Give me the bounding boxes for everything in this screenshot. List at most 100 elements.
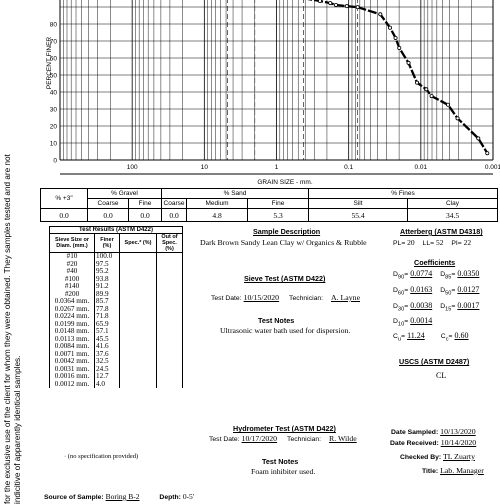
sand-fine-header: Fine — [247, 198, 309, 209]
ll-label: LL= — [422, 240, 435, 247]
spec-cell — [119, 275, 157, 283]
out-of-spec-cell — [156, 335, 183, 343]
plus3-value: 0.0 — [40, 208, 88, 222]
data-point — [397, 45, 402, 50]
data-point — [415, 80, 420, 85]
sieve-test-title: Sieve Test (ASTM D422) — [244, 274, 326, 283]
out-of-spec-cell — [156, 305, 183, 313]
y-tick-label: 80 — [50, 22, 58, 29]
gravel-coarse-value: 0.0 — [87, 208, 129, 222]
gradation-points — [302, 0, 490, 156]
table-row: 0.0199 mm. 65.9 — [49, 320, 183, 328]
data-point — [378, 12, 383, 17]
table-row: 0.0031 mm. 24.5 — [49, 365, 183, 373]
data-point — [355, 5, 360, 10]
spec-cell — [119, 365, 157, 373]
sand-coarse-header: Coarse — [161, 198, 187, 209]
fines-header: % Fines — [308, 188, 498, 199]
out-of-spec-cell — [156, 365, 183, 373]
sand-fine-value: 5.3 — [247, 208, 309, 222]
spec-cell — [119, 328, 157, 336]
table-row: #10 100.0 — [49, 252, 183, 261]
sieve-notes-title: Test Notes — [258, 316, 295, 325]
out-of-spec-cell — [156, 290, 183, 298]
atterberg-values: PL= 20 LL= 52 PI= 22 — [393, 238, 471, 247]
hydro-notes-title: Test Notes — [262, 457, 299, 466]
table-row: 0.0148 mm. 57.1 — [49, 327, 183, 336]
table-row: 0.0071 mm. 37.6 — [49, 350, 183, 358]
sieve-notes: Ultrasonic water bath used for dispersio… — [220, 326, 351, 335]
out-of-spec-cell — [156, 350, 183, 358]
pl-label: PL= — [393, 240, 406, 247]
table-row: 0.0012 mm. 4.0 — [49, 380, 183, 388]
signer-title: Lab. Manager — [440, 466, 484, 475]
hydro-date-label: Test Date: — [209, 436, 240, 443]
table-row: 0.0042 mm. 32.5 — [49, 357, 183, 366]
spec-cell — [119, 313, 157, 321]
spec-cell — [119, 320, 157, 328]
x-tick-label: 0.001 — [485, 164, 500, 171]
gravel-header: % Gravel — [87, 188, 162, 199]
table-row: 0.0364 mm. 85.7 — [49, 297, 183, 306]
spec-cell — [119, 252, 157, 261]
x-axis-label: GRAIN SIZE - mm. — [257, 179, 312, 186]
col-spec: Spec.* (%) — [119, 233, 157, 253]
y-tick-label: 10 — [50, 141, 58, 148]
data-point — [485, 151, 490, 156]
data-point — [388, 25, 393, 30]
x-tick-label: 1 — [275, 164, 279, 171]
hydro-tech: R. Wilde — [329, 434, 357, 443]
sieve-size-cell: 0.0012 mm. — [49, 380, 95, 388]
col-out-of-spec: Out of Spec. (%) — [156, 233, 183, 253]
y-tick-label: 50 — [50, 73, 58, 80]
title-row: Title: Lab. Manager — [422, 466, 484, 475]
chart-grid — [59, 0, 494, 175]
hydro-tech-label: Technician: — [287, 436, 322, 443]
source-row: Source of Sample: Boring B-2 Depth: 0-5' — [44, 492, 195, 501]
silt-header: Silt — [308, 198, 408, 209]
y-tick-label: 30 — [50, 107, 58, 114]
data-point — [317, 0, 322, 4]
date-received-row: Date Received: 10/14/2020 — [390, 438, 477, 447]
d90-row: D90= 0.0774 D85= 0.0350 — [393, 269, 480, 281]
sieve-date: 10/15/2020 — [243, 293, 280, 302]
out-of-spec-cell — [156, 320, 183, 328]
d10-row: D10= 0.0014 — [393, 316, 433, 328]
sand-header: % Sand — [161, 188, 309, 199]
pi-value: 22 — [463, 238, 472, 247]
out-of-spec-cell — [156, 358, 183, 366]
data-point — [476, 136, 481, 141]
spec-cell — [119, 343, 157, 351]
table-row: #100 93.8 — [49, 275, 183, 283]
table-row: 0.0113 mm. 45.5 — [49, 335, 183, 343]
sample-description-title: Sample Description — [253, 227, 321, 236]
silt-value: 55.4 — [308, 208, 408, 222]
x-tick-label: 10 — [201, 164, 209, 171]
data-point — [393, 35, 398, 40]
x-tick-label: 0.01 — [415, 164, 428, 171]
y-tick-labels: 80 70 60 50 40 30 20 10 0 — [50, 22, 58, 165]
x-tick-label: 100 — [127, 164, 138, 171]
data-point — [455, 116, 460, 121]
atterberg-title: Atterberg (ASTM D4318) — [400, 227, 483, 236]
spec-cell — [119, 290, 157, 298]
out-of-spec-cell — [156, 252, 183, 261]
y-tick-label: 20 — [50, 124, 58, 131]
gravel-fine-value: 0.0 — [128, 208, 162, 222]
d60-row: D60= 0.0163 D50= 0.0127 — [393, 285, 480, 297]
sieve-tech-label: Technician: — [289, 295, 324, 302]
out-of-spec-cell — [156, 260, 183, 268]
gravel-coarse-header: Coarse — [87, 198, 129, 209]
finer-cell: 4.0 — [94, 380, 120, 388]
data-point — [429, 94, 434, 99]
data-point — [333, 2, 338, 7]
clay-value: 34.5 — [407, 208, 498, 222]
spec-footnote: · (no specification provided) — [64, 453, 139, 460]
sand-medium-header: Medium — [186, 198, 248, 209]
spec-cell — [119, 283, 157, 291]
hydro-test-info: Test Date: 10/17/2020 Technician: R. Wil… — [209, 434, 357, 443]
data-point — [446, 102, 451, 107]
out-of-spec-cell — [156, 283, 183, 291]
out-of-spec-cell — [156, 268, 183, 276]
